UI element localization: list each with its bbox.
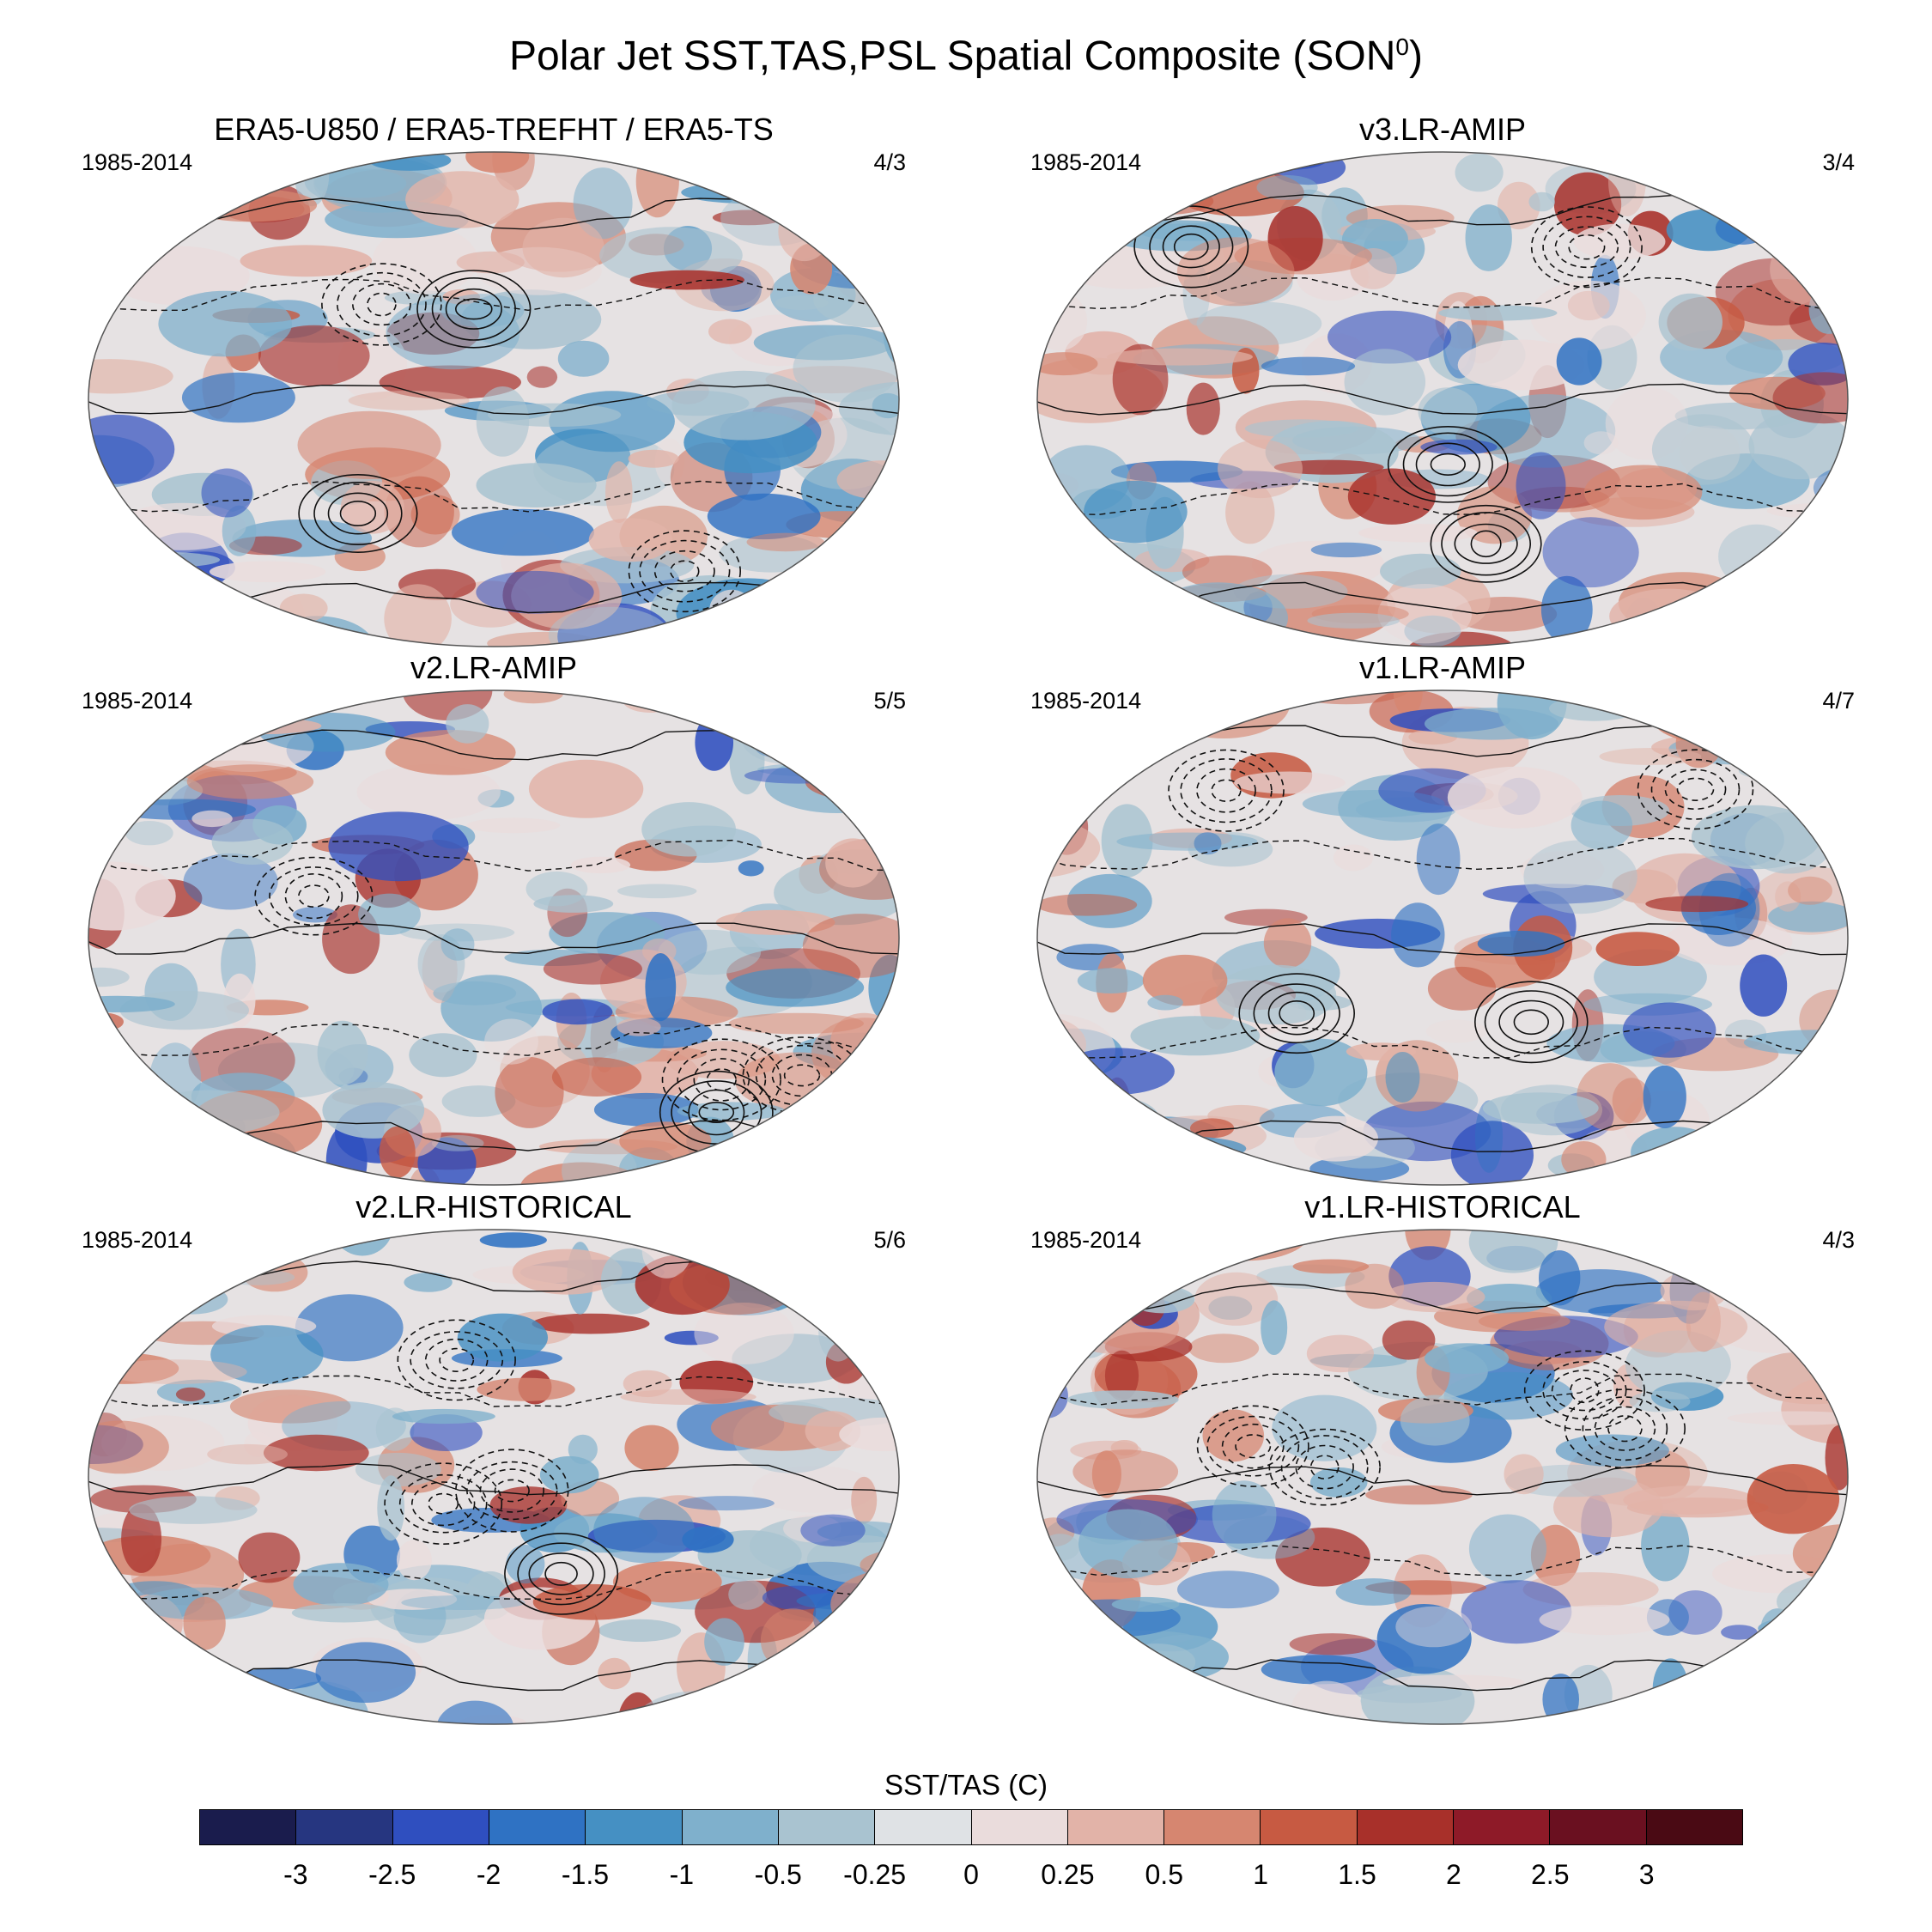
panel-period: 1985-2014 [82,688,193,714]
colorbar-tick-label: 0.5 [1145,1859,1183,1890]
panel-period: 1985-2014 [1030,688,1142,714]
composite-map [1036,1229,1849,1725]
panel-period: 1985-2014 [82,1227,193,1253]
panel-period: 1985-2014 [1030,1227,1142,1253]
colorbar-tick-label: 3 [1638,1859,1655,1890]
panel-count: 5/5 [873,688,906,714]
panel-count: 3/4 [1822,149,1855,175]
colorbar-segment [1646,1810,1742,1844]
colorbar-tick-label: 2 [1445,1859,1461,1890]
colorbar-segment [200,1810,297,1844]
colorbar-segment [1454,1810,1551,1844]
colorbar-tick-label: -0.5 [754,1859,802,1890]
colorbar-segment [971,1810,1068,1844]
composite-map [1036,690,1849,1186]
panel-count: 4/7 [1822,688,1855,714]
colorbar-segment [1067,1810,1165,1844]
panel-title: v2.LR-AMIP [410,650,578,685]
panel-v1-amip: v1.LR-AMIP 1985-2014 4/7 [1030,650,1855,1191]
panel-v1-historical: v1.LR-HISTORICAL 1985-2014 4/3 [1030,1189,1855,1730]
panel-title: ERA5-U850 / ERA5-TREFHT / ERA5-TS [214,112,774,147]
panel-v2-historical: v2.LR-HISTORICAL 1985-2014 5/6 [82,1189,906,1730]
figure-title: Polar Jet SST,TAS,PSL Spatial Composite … [509,33,1423,79]
panel-title: v3.LR-AMIP [1358,112,1527,147]
colorbar-segment [1261,1810,1358,1844]
colorbar-tick-label: -2.5 [368,1859,416,1890]
panel-title: v1.LR-HISTORICAL [1304,1189,1581,1224]
panel-count: 5/6 [873,1227,906,1253]
colorbar-tick-label: -1.5 [561,1859,610,1890]
panel-period: 1985-2014 [1030,149,1142,175]
colorbar-segment [1164,1810,1261,1844]
panel-count: 4/3 [873,149,906,175]
colorbar-tick-label: 1 [1253,1859,1269,1890]
colorbar-segment [296,1810,393,1844]
colorbar-tick-label: -0.25 [843,1859,907,1890]
colorbar-segment [682,1810,779,1844]
colorbar-tick-label: -2 [476,1859,501,1890]
panel-title: v1.LR-AMIP [1358,650,1527,685]
colorbar-segment [875,1810,972,1844]
composite-map [1036,151,1849,647]
composite-map [88,690,900,1186]
colorbar-title: SST/TAS (C) [884,1769,1048,1801]
colorbar [199,1809,1743,1845]
colorbar-tick-label: -1 [669,1859,695,1890]
panel-v3-amip: v3.LR-AMIP 1985-2014 3/4 [1030,112,1855,653]
composite-map [88,151,900,647]
colorbar-tick-label: 2.5 [1531,1859,1570,1890]
colorbar-tick-label: 0 [963,1859,979,1890]
colorbar-segment [489,1810,586,1844]
panel-title: v2.LR-HISTORICAL [355,1189,632,1224]
panel-period: 1985-2014 [82,149,193,175]
colorbar-tick-label: 1.5 [1338,1859,1376,1890]
colorbar-tick-label: -3 [283,1859,308,1890]
panel-era5: ERA5-U850 / ERA5-TREFHT / ERA5-TS 1985-2… [82,112,906,653]
colorbar-segment [586,1810,683,1844]
colorbar-segment [1357,1810,1455,1844]
colorbar-segment [1550,1810,1647,1844]
panel-count: 4/3 [1822,1227,1855,1253]
composite-map [88,1229,900,1725]
colorbar-segment [778,1810,876,1844]
panel-v2-amip: v2.LR-AMIP 1985-2014 5/5 [82,650,906,1191]
colorbar-tick-label: 0.25 [1041,1859,1095,1890]
colorbar-segment [392,1810,489,1844]
